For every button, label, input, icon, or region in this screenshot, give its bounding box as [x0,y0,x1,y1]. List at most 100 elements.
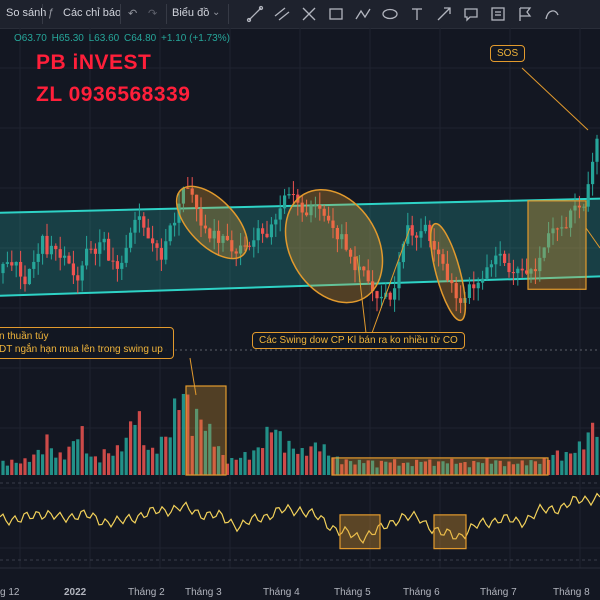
volume-bar [181,393,185,475]
volume-bar [291,448,295,475]
ellipse-icon[interactable] [379,3,401,25]
price-chart[interactable]: g 12 2022 Tháng 2 Tháng 3 Tháng 4 Tháng 5 Thán… [0,28,600,600]
volume-bar [335,456,339,475]
candle-body [45,235,49,255]
candle-body [164,241,168,260]
candle-body [217,230,221,243]
ohlc-low: L63.60 [88,33,120,44]
volume-bar [366,460,370,475]
candle-body [459,298,463,303]
candle-body [27,268,31,285]
candle-body [230,240,234,252]
swing-down-callout-line [371,227,411,334]
swing-up-callout-line [189,357,197,396]
volume-bar [177,410,181,475]
volume-bar [58,452,62,475]
ohlc-readout: O63.70 H65.30 L63.60 C64.80 +1.10 (+1.73… [14,33,232,44]
volume-bar [582,449,586,475]
cross-icon[interactable] [298,3,320,25]
top-toolbar: So sánh ƒ Các chỉ báo ↶ ↷ Biểu đồ ⌄ [0,0,600,29]
sos-callout-line [521,67,589,131]
volume-bar [415,459,419,475]
indicators-button[interactable]: Các chỉ báo [63,7,122,19]
path-icon[interactable] [352,3,374,25]
candle-body [225,235,229,241]
volume-bar [10,459,14,475]
redo-icon[interactable]: ↷ [148,8,158,20]
volume-bar [63,459,67,475]
trend-line-icon[interactable] [244,3,266,25]
volume-bar [520,460,524,475]
volume-bar [115,445,119,475]
volume-bar [239,457,243,475]
candle-body [318,205,322,209]
volume-bar [225,463,229,475]
arrow-icon[interactable] [433,3,455,25]
volume-bar [247,459,251,475]
text-icon[interactable] [406,3,428,25]
volume-bar [287,440,291,475]
chevron-down-icon[interactable]: ⌄ [212,7,221,18]
volume-bar [89,456,93,475]
volume-bar [102,449,106,475]
volume-bar [67,446,71,475]
candle-body [476,282,480,289]
brand-phone: ZL 0936568339 [36,83,191,106]
volume-bar [76,439,80,475]
candle-body [525,270,529,274]
volume-bar [397,465,401,475]
candle-body [54,245,58,250]
volume-bar [441,461,445,475]
rectangle-icon[interactable] [325,3,347,25]
parallel-channel-icon[interactable] [271,3,293,25]
compare-button[interactable]: So sánh [6,7,47,19]
volume-bar [27,461,31,475]
candle-body [564,227,568,229]
candle-body [283,195,287,209]
flag-icon[interactable] [514,3,536,25]
candle-body [366,270,370,282]
volume-bar [445,463,449,475]
volume-bar [137,411,141,475]
volume-bar [564,452,568,475]
candle-body [335,227,339,240]
volume-bar [221,454,225,475]
candle-body [353,256,357,271]
candle-body [516,268,520,274]
annotation-swing-up[interactable]: n thuần túy DT ngắn hạn mua lên trong sw… [0,327,174,359]
volume-bar [252,450,256,475]
candle-body [190,188,194,195]
volume-bar [322,444,326,475]
curve-icon[interactable] [541,3,563,25]
candle-body [498,253,502,256]
annotation-swing-down[interactable]: Các Swing dow CP Kl bán ra ko nhiều từ C… [252,332,465,349]
candle-body [10,262,14,266]
swing-down-callout-line [356,255,367,334]
candle-body [58,249,62,258]
chart-type-button[interactable]: Biểu đồ [172,7,210,19]
volume-bar [569,453,573,475]
volume-bar [173,398,177,475]
candle-body [63,255,67,258]
volume-bar [313,442,317,475]
candle-body [428,224,432,242]
volume-bar [195,408,199,475]
volume-bar [516,463,520,475]
candle-body [371,281,375,292]
volume-bar [573,452,577,475]
x-tick-label: Tháng 3 [185,587,222,598]
volume-bar [159,436,163,475]
note-icon[interactable] [487,3,509,25]
undo-icon[interactable]: ↶ [128,8,138,20]
candle-body [32,261,36,269]
candle-body [120,262,124,269]
candle-body [199,208,203,226]
volume-bar [309,446,313,475]
x-tick-label: Tháng 8 [553,587,590,598]
annotation-sos[interactable]: SOS [490,45,526,62]
volume-bar [54,457,58,475]
volume-bar [261,448,265,475]
comment-icon[interactable] [460,3,482,25]
volume-bar [5,465,9,475]
candle-body [313,205,317,207]
